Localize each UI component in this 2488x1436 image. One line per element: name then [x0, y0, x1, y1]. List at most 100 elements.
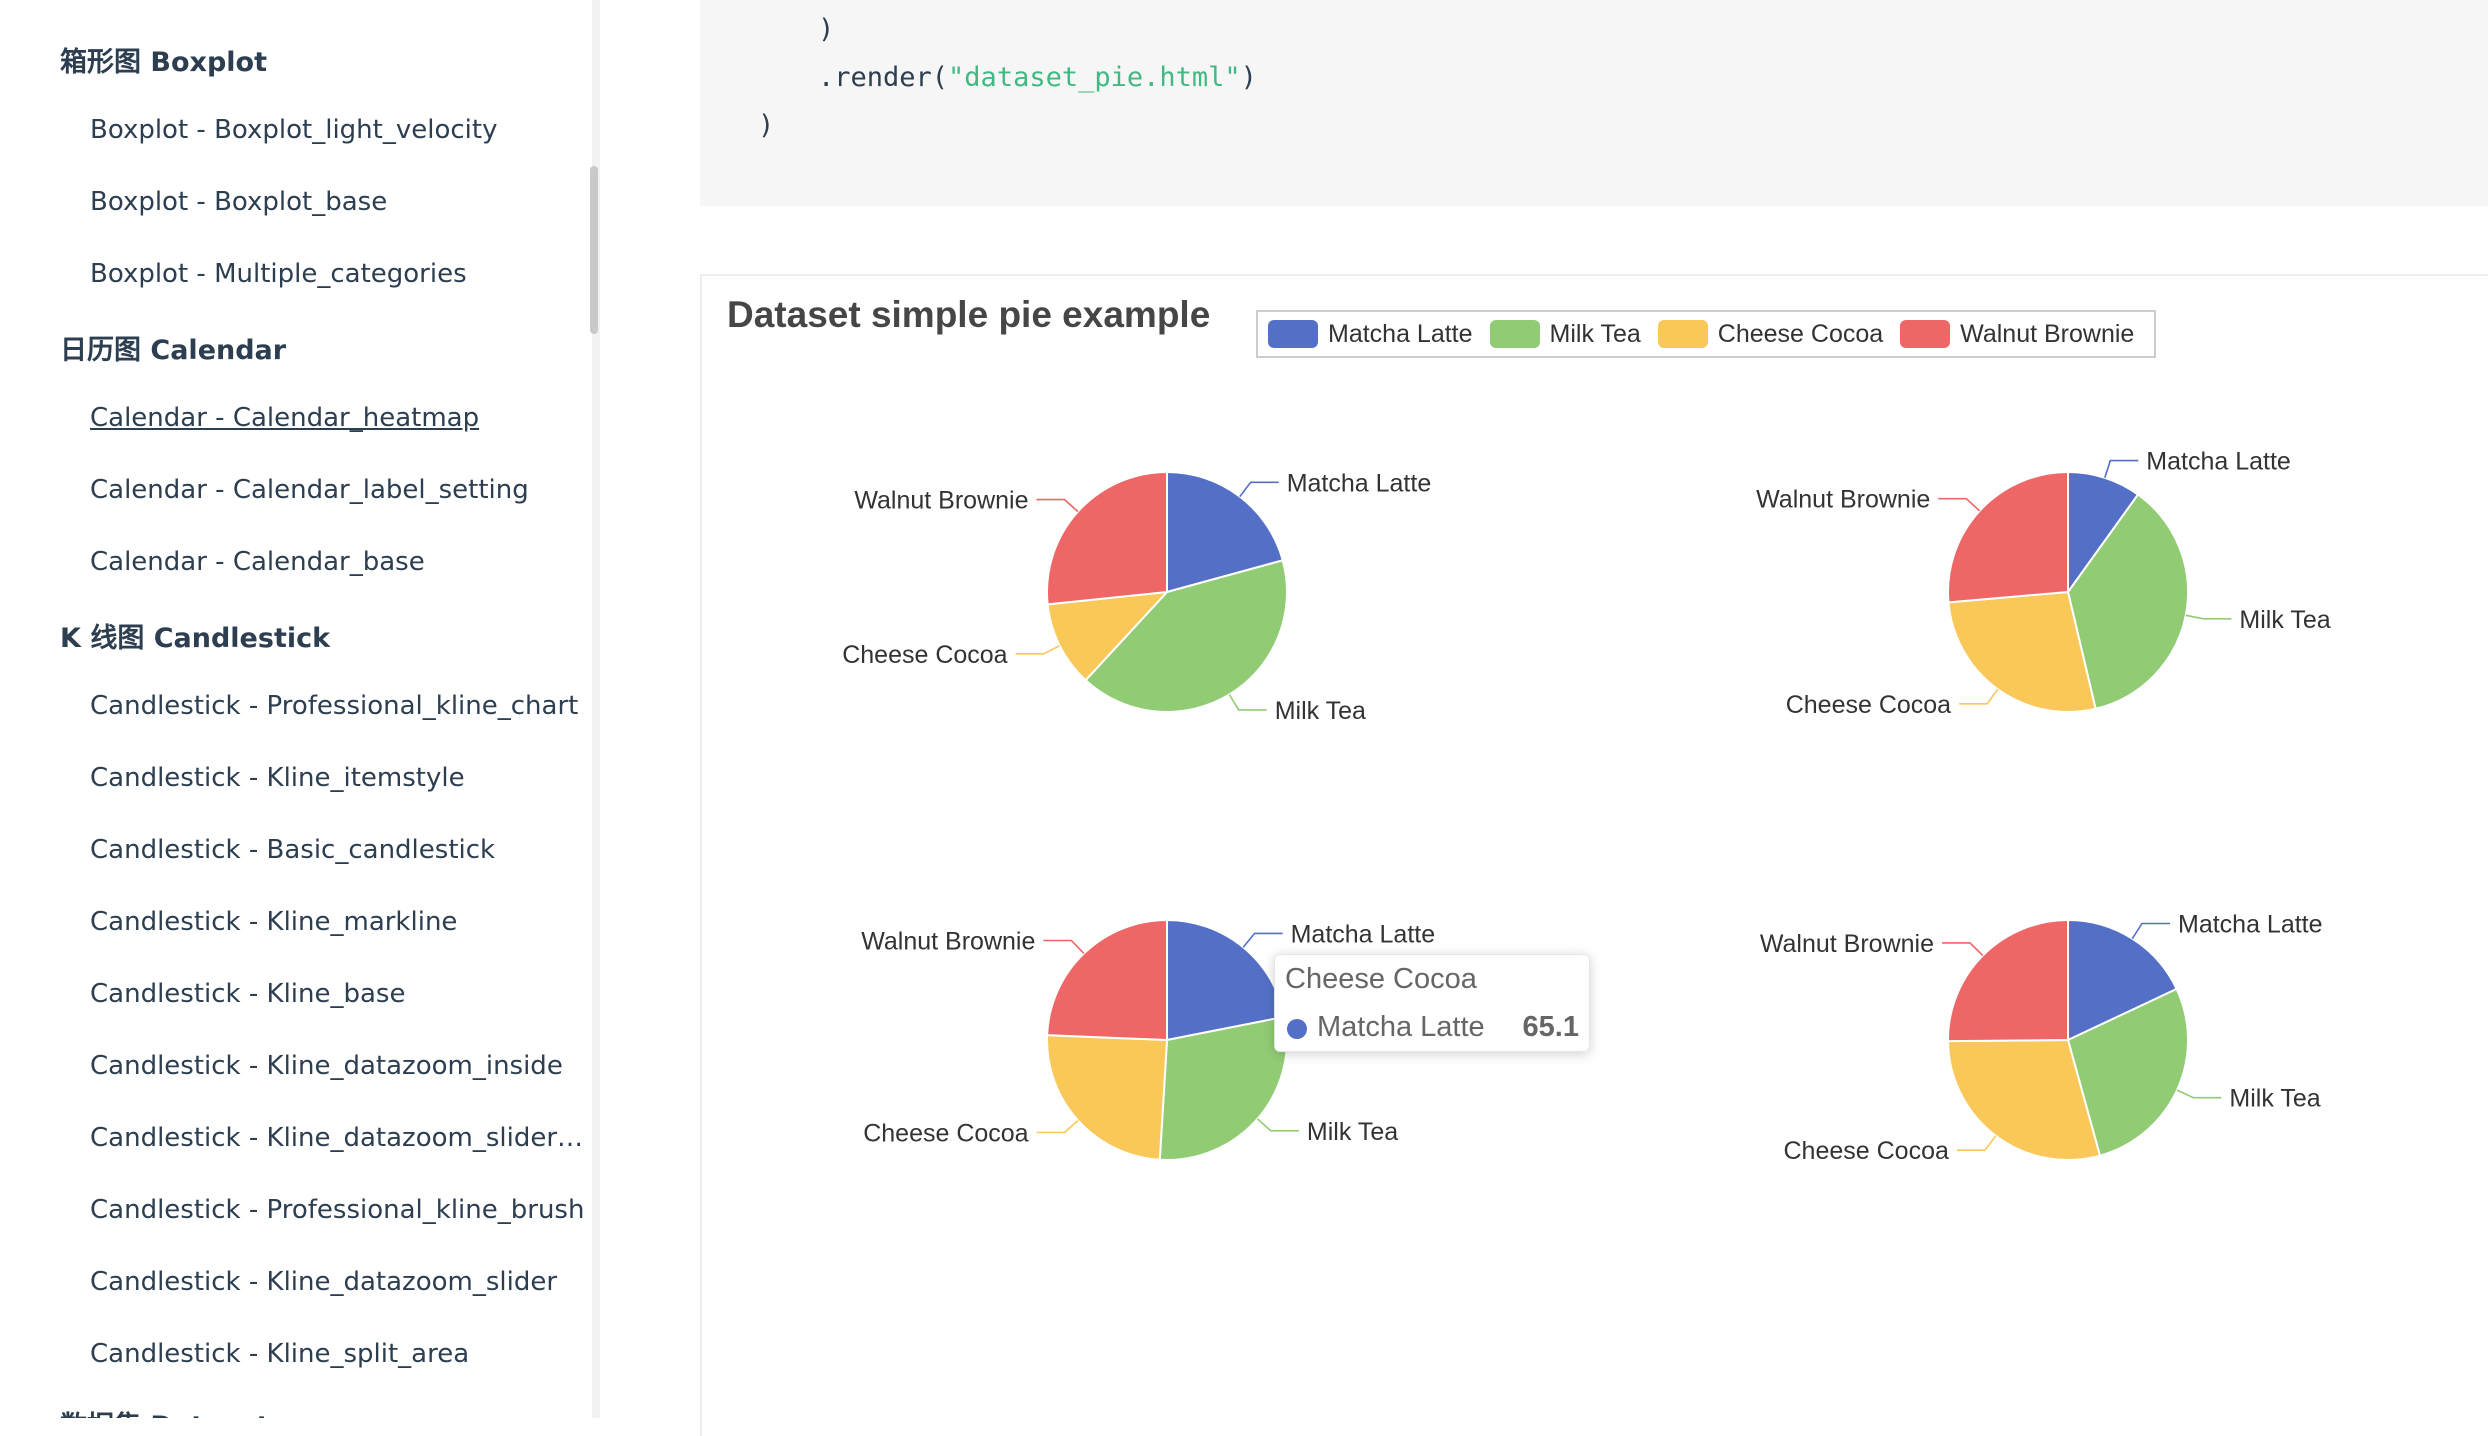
pie-1-leader-walnut-brownie: [1036, 498, 1079, 513]
pie-2-leader-milk-tea: [2185, 614, 2232, 620]
pie-4-slice-milk-tea[interactable]: [2066, 987, 2189, 1157]
pie-1-slice-walnut-brownie[interactable]: [1046, 470, 1168, 606]
sidebar-nav: 箱形图 Boxplot Boxplot - Boxplot_light_velo…: [0, 0, 592, 1418]
pie-3-leader-milk-tea: [1256, 1118, 1299, 1132]
pie-2-label-matcha-latte: Matcha Latte: [2146, 448, 2291, 476]
legend-label-cheese-cocoa: Cheese Cocoa: [1717, 319, 1884, 348]
section-title-calendar: 日历图 Calendar: [60, 335, 287, 366]
pie-3-label-milk-tea: Milk Tea: [1307, 1118, 1398, 1146]
tooltip-value: 65.1: [1522, 1011, 1579, 1043]
pie-3-label-cheese-cocoa: Cheese Cocoa: [863, 1120, 1028, 1148]
code-line-close-paren: ): [818, 14, 835, 45]
sidebar-item-boxplot-multiple-categories[interactable]: Boxplot - Multiple_categories: [90, 259, 467, 289]
pie-4-leader-cheese-cocoa: [1956, 1135, 1997, 1152]
pie-2-slice-milk-tea[interactable]: [2066, 493, 2189, 710]
sidebar-item-kline-itemstyle[interactable]: Candlestick - Kline_itemstyle: [90, 763, 465, 793]
pie-2-slice-walnut-brownie[interactable]: [1947, 470, 2069, 604]
sidebar-item-calendar-heatmap[interactable]: Calendar - Calendar_heatmap: [90, 403, 480, 433]
code-line-render: .render("dataset_pie.html"): [818, 62, 1257, 93]
pie-4-label-cheese-cocoa: Cheese Cocoa: [1784, 1137, 1949, 1165]
legend-item-milk-tea[interactable]: Milk Tea: [1489, 319, 1641, 349]
legend-label-matcha-latte: Matcha Latte: [1328, 319, 1473, 348]
sidebar-item-calendar-base[interactable]: Calendar - Calendar_base: [90, 547, 425, 577]
pie-4-leader-walnut-brownie: [1942, 942, 1984, 957]
sidebar-item-kline-split-area[interactable]: Candlestick - Kline_split_area: [90, 1339, 470, 1369]
pie-1-leader-cheese-cocoa: [1015, 644, 1061, 655]
sidebar-item-boxplot-light-velocity[interactable]: Boxplot - Boxplot_light_velocity: [90, 115, 498, 145]
chart-legend: Matcha Latte Milk Tea Cheese Cocoa Walnu…: [1256, 310, 2156, 358]
pie-3-slice-cheese-cocoa[interactable]: [1046, 1034, 1169, 1161]
pie-4-label-matcha-latte: Matcha Latte: [2178, 911, 2323, 939]
pie-chart-canvas[interactable]: Matcha Latte Milk Tea Cheese Cocoa Walnut B…: [700, 274, 2488, 1418]
pie-1-label-cheese-cocoa: Cheese Cocoa: [842, 641, 1007, 669]
pie-4-slice-cheese-cocoa[interactable]: [1946, 1038, 2102, 1161]
section-title-dataset: 数据集 Dataset: [60, 1404, 269, 1418]
pie-2-leader-walnut-brownie: [1938, 497, 1981, 512]
chart-tooltip: Cheese Cocoa Matcha Latte 65.1: [1274, 954, 1590, 1052]
legend-swatch-milk-tea: [1489, 320, 1540, 348]
tooltip-title: Cheese Cocoa: [1285, 963, 1477, 995]
pie-1-slice-milk-tea[interactable]: [1084, 559, 1288, 713]
chart-title: Dataset simple pie example: [727, 294, 1211, 335]
code-line-final-paren: ): [758, 110, 775, 141]
pie-1: Matcha Latte Milk Tea Cheese Cocoa Walnut B…: [842, 469, 1431, 725]
pie-4-label-milk-tea: Milk Tea: [2229, 1085, 2320, 1113]
pie-4-label-walnut-brownie: Walnut Brownie: [1760, 930, 1934, 958]
sidebar-scrollbar-track[interactable]: [592, 0, 600, 1418]
sidebar-item-kline-markline[interactable]: Candlestick - Kline_markline: [90, 907, 458, 937]
pie-4: Matcha Latte Milk Tea Cheese Cocoa Walnut B…: [1760, 911, 2323, 1166]
pie-3-leader-cheese-cocoa: [1036, 1119, 1079, 1134]
pie-1-slice-matcha-latte[interactable]: [1166, 470, 1284, 594]
sidebar-item-kline-datazoom-slider[interactable]: Candlestick - Kline_datazoom_slider: [90, 1267, 558, 1297]
pie-1-leader-milk-tea: [1228, 694, 1267, 711]
pie-2-label-cheese-cocoa: Cheese Cocoa: [1786, 691, 1951, 719]
legend-swatch-walnut-brownie: [1900, 320, 1951, 348]
legend-item-cheese-cocoa[interactable]: Cheese Cocoa: [1657, 319, 1884, 349]
pie-3-label-walnut-brownie: Walnut Brownie: [861, 928, 1035, 956]
pie-1-label-walnut-brownie: Walnut Brownie: [854, 487, 1028, 515]
pie-3-slice-milk-tea[interactable]: [1158, 1015, 1288, 1161]
pie-1-label-milk-tea: Milk Tea: [1275, 697, 1366, 725]
pie-3: Matcha Latte Milk Tea Cheese Cocoa Walnut B…: [861, 918, 1436, 1161]
sidebar-item-professional-kline-brush[interactable]: Candlestick - Professional_kline_brush: [90, 1195, 585, 1225]
pie-1-label-matcha-latte: Matcha Latte: [1287, 469, 1432, 497]
section-title-candlestick: K 线图 Candlestick: [60, 623, 331, 654]
pie-2-label-walnut-brownie: Walnut Brownie: [1756, 486, 1930, 514]
code-render-call: .render(: [818, 62, 949, 93]
tooltip-series-marker: [1287, 1019, 1307, 1039]
pie-2-slice-cheese-cocoa[interactable]: [1947, 590, 2097, 713]
section-title-boxplot: 箱形图 Boxplot: [60, 47, 267, 78]
sidebar-item-professional-kline-chart[interactable]: Candlestick - Professional_kline_chart: [90, 691, 579, 721]
pie-3-label-matcha-latte: Matcha Latte: [1291, 920, 1436, 948]
sidebar-item-basic-candlestick[interactable]: Candlestick - Basic_candlestick: [90, 835, 496, 865]
pie-3-slice-walnut-brownie[interactable]: [1046, 918, 1168, 1042]
pie-2-label-milk-tea: Milk Tea: [2239, 606, 2330, 634]
legend-item-matcha-latte[interactable]: Matcha Latte: [1268, 320, 1473, 349]
pie-4-slice-matcha-latte[interactable]: [2067, 918, 2178, 1042]
pie-3-leader-walnut-brownie: [1043, 939, 1085, 954]
sidebar-item-calendar-label-setting[interactable]: Calendar - Calendar_label_setting: [90, 475, 529, 505]
legend-label-walnut-brownie: Walnut Brownie: [1960, 319, 2135, 348]
pie-1-leader-matcha-latte: [1239, 481, 1279, 498]
legend-label-milk-tea: Milk Tea: [1549, 319, 1641, 348]
pie-2-slice-matcha-latte[interactable]: [2067, 470, 2140, 596]
legend-item-walnut-brownie[interactable]: Walnut Brownie: [1900, 320, 2134, 349]
sidebar-item-kline-base[interactable]: Candlestick - Kline_base: [90, 979, 406, 1009]
chart-panel: [700, 274, 2488, 1436]
pie-4-leader-matcha-latte: [2131, 922, 2170, 940]
tooltip-series-name: Matcha Latte: [1317, 1011, 1485, 1043]
pie-2: Matcha Latte Milk Tea Cheese Cocoa Walnut B…: [1756, 448, 2331, 719]
sidebar-item-kline-datazoom-slider-position[interactable]: Candlestick - Kline_datazoom_slider_posi…: [90, 1123, 590, 1153]
sidebar-item-kline-datazoom-inside[interactable]: Candlestick - Kline_datazoom_inside: [90, 1051, 563, 1081]
pie-3-leader-matcha-latte: [1242, 932, 1283, 948]
pie-2-leader-matcha-latte: [2104, 459, 2139, 479]
pie-4-slice-walnut-brownie[interactable]: [1947, 918, 2069, 1043]
sidebar-scrollbar-thumb[interactable]: [590, 166, 598, 334]
legend-swatch-cheese-cocoa: [1657, 320, 1708, 348]
pie-2-leader-cheese-cocoa: [1959, 688, 1999, 705]
code-render-filename: "dataset_pie.html": [948, 62, 1241, 93]
code-render-close: ): [1240, 62, 1257, 93]
code-block: ) .render("dataset_pie.html") ): [700, 0, 2488, 206]
sidebar-item-boxplot-base[interactable]: Boxplot - Boxplot_base: [90, 187, 388, 217]
pie-4-leader-milk-tea: [2176, 1089, 2222, 1099]
